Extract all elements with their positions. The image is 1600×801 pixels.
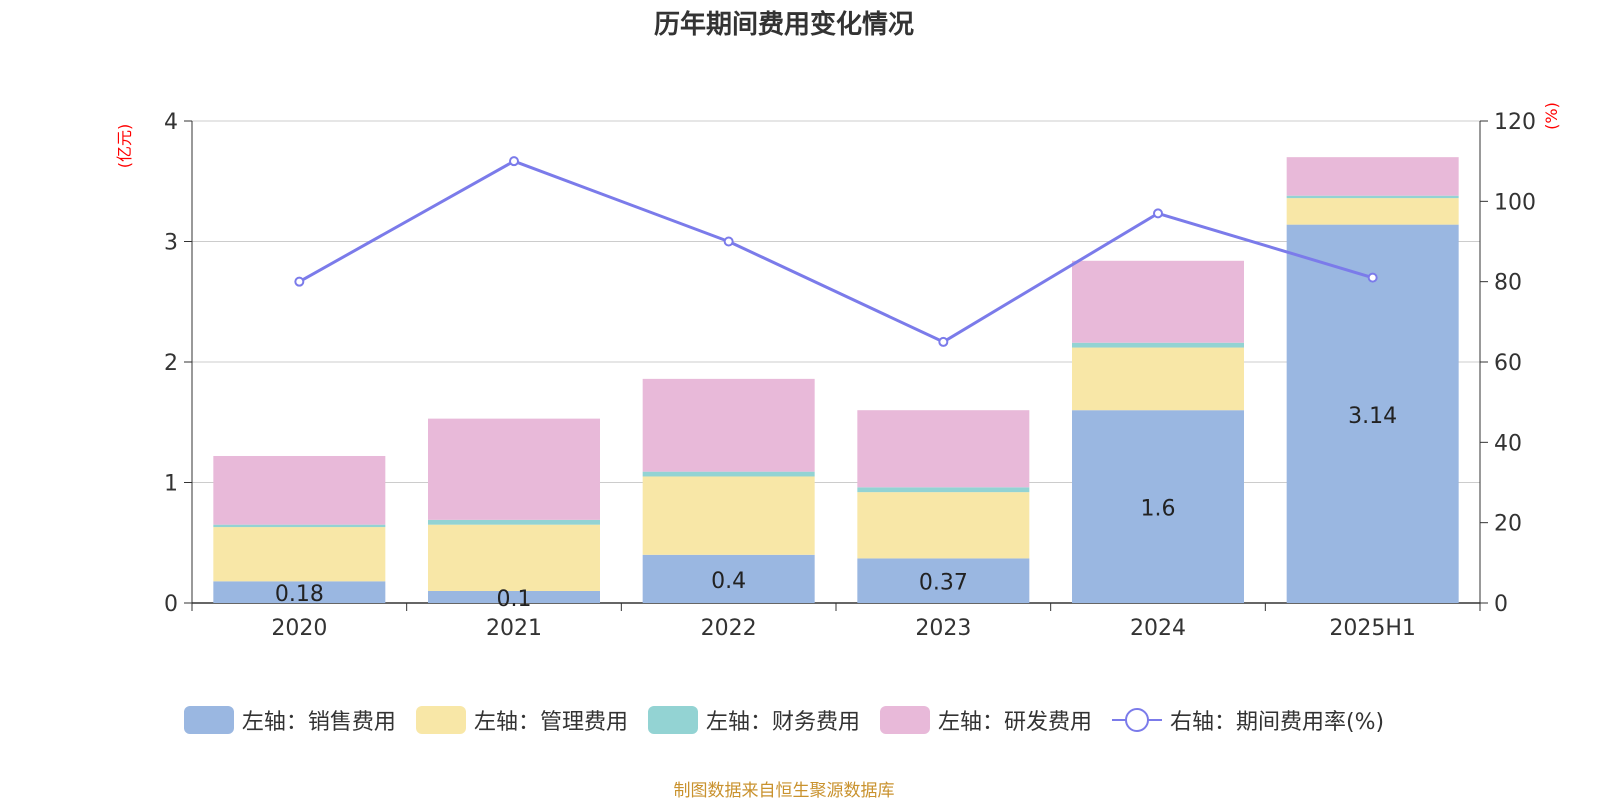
right-tick-label: 0 [1494, 592, 1508, 617]
right-tick-label: 120 [1494, 110, 1536, 135]
legend-item-rnd[interactable]: 左轴：研发费用 [879, 704, 1092, 736]
data-source-note: 制图数据来自恒生聚源数据库 [673, 781, 895, 801]
right-tick-label: 60 [1494, 351, 1522, 376]
x-tick-label: 2025H1 [1329, 616, 1416, 641]
bar-segment-rnd [1072, 260, 1244, 343]
legend-item-expense-rate[interactable]: 右轴：期间费用率(%) [1111, 704, 1385, 736]
left-tick-label: 4 [164, 110, 178, 135]
bar-segment-finance [642, 471, 815, 477]
bar-segment-sales [857, 558, 1030, 603]
left-tick-label: 1 [164, 472, 178, 497]
chart-title: 历年期间费用变化情况 [653, 10, 914, 40]
bar-segment-admin [857, 492, 1030, 559]
expense-rate-line [298, 159, 1374, 344]
left-tick-label: 0 [164, 592, 178, 617]
right-axis-title: (%) [1542, 102, 1561, 130]
bar-segment-sales [642, 554, 815, 603]
expense-rate-point [1153, 208, 1163, 219]
bar-segment-admin [1072, 347, 1244, 411]
bar-segment-admin [428, 524, 600, 591]
bar-segment-finance [1286, 195, 1459, 199]
bar-segment-rnd [1286, 157, 1459, 196]
bar-segment-admin [1286, 198, 1459, 225]
chart-legend: 左轴：销售费用 左轴：管理费用 左轴：财务费用 左轴：研发费用 右轴：期间费用率… [0, 704, 1568, 736]
bar-segment-finance [213, 524, 386, 528]
legend-swatch-admin [415, 706, 466, 734]
x-tick-label: 2024 [1130, 616, 1186, 641]
legend-swatch-rnd [879, 706, 930, 734]
right-tick-label: 20 [1494, 512, 1522, 537]
bar-segment-finance [428, 519, 600, 525]
legend-swatch-sales [183, 706, 234, 734]
x-tick-label: 2021 [486, 616, 542, 641]
bar-data-label: 0.4 [711, 569, 746, 594]
bar-segment-sales [1286, 224, 1459, 603]
right-tick-label: 100 [1494, 190, 1536, 215]
x-tick-label: 2022 [701, 616, 757, 641]
bar-segment-rnd [213, 455, 386, 525]
legend-line-marker-icon [1111, 706, 1162, 734]
expense-rate-point [294, 276, 305, 287]
bar-segment-rnd [428, 418, 600, 520]
bar-segment-rnd [857, 410, 1030, 488]
bar-segment-sales [213, 581, 386, 603]
right-tick-label: 80 [1494, 271, 1522, 296]
bar-segment-finance [857, 487, 1030, 493]
expense-rate-point [723, 236, 734, 247]
expense-rate-point [509, 156, 519, 167]
legend-label-rnd: 左轴：研发费用 [937, 710, 1092, 735]
left-axis-title: (亿元) [115, 124, 134, 169]
legend-label-expense-rate: 右轴：期间费用率(%) [1169, 710, 1385, 735]
bar-segment-sales [1072, 410, 1244, 603]
bar-data-label: 0.1 [497, 587, 532, 612]
bar-segment-finance [1072, 342, 1244, 348]
legend-item-admin[interactable]: 左轴：管理费用 [415, 704, 628, 736]
legend-item-sales[interactable]: 左轴：销售费用 [183, 704, 396, 736]
left-tick-label: 3 [164, 231, 178, 256]
expense-rate-point [938, 336, 949, 347]
bar-data-label: 3.14 [1348, 404, 1397, 429]
x-tick-label: 2020 [271, 616, 327, 641]
expense-rate-point [1367, 272, 1378, 283]
bar-data-label: 1.6 [1141, 497, 1176, 522]
right-tick-label: 40 [1494, 431, 1522, 456]
legend-label-admin: 左轴：管理费用 [473, 710, 628, 735]
left-tick-label: 2 [164, 351, 178, 376]
bar-segment-admin [642, 476, 815, 555]
bar-data-label: 0.18 [275, 582, 324, 607]
bar-segment-admin [213, 527, 386, 582]
bar-segment-sales [428, 590, 600, 603]
legend-label-sales: 左轴：销售费用 [241, 710, 396, 735]
bar-data-label: 0.37 [919, 571, 968, 596]
x-tick-label: 2023 [915, 616, 971, 641]
bar-segment-rnd [642, 378, 815, 472]
legend-item-finance[interactable]: 左轴：财务费用 [647, 704, 860, 736]
legend-swatch-finance [647, 706, 698, 734]
legend-label-finance: 左轴：财务费用 [705, 710, 860, 735]
